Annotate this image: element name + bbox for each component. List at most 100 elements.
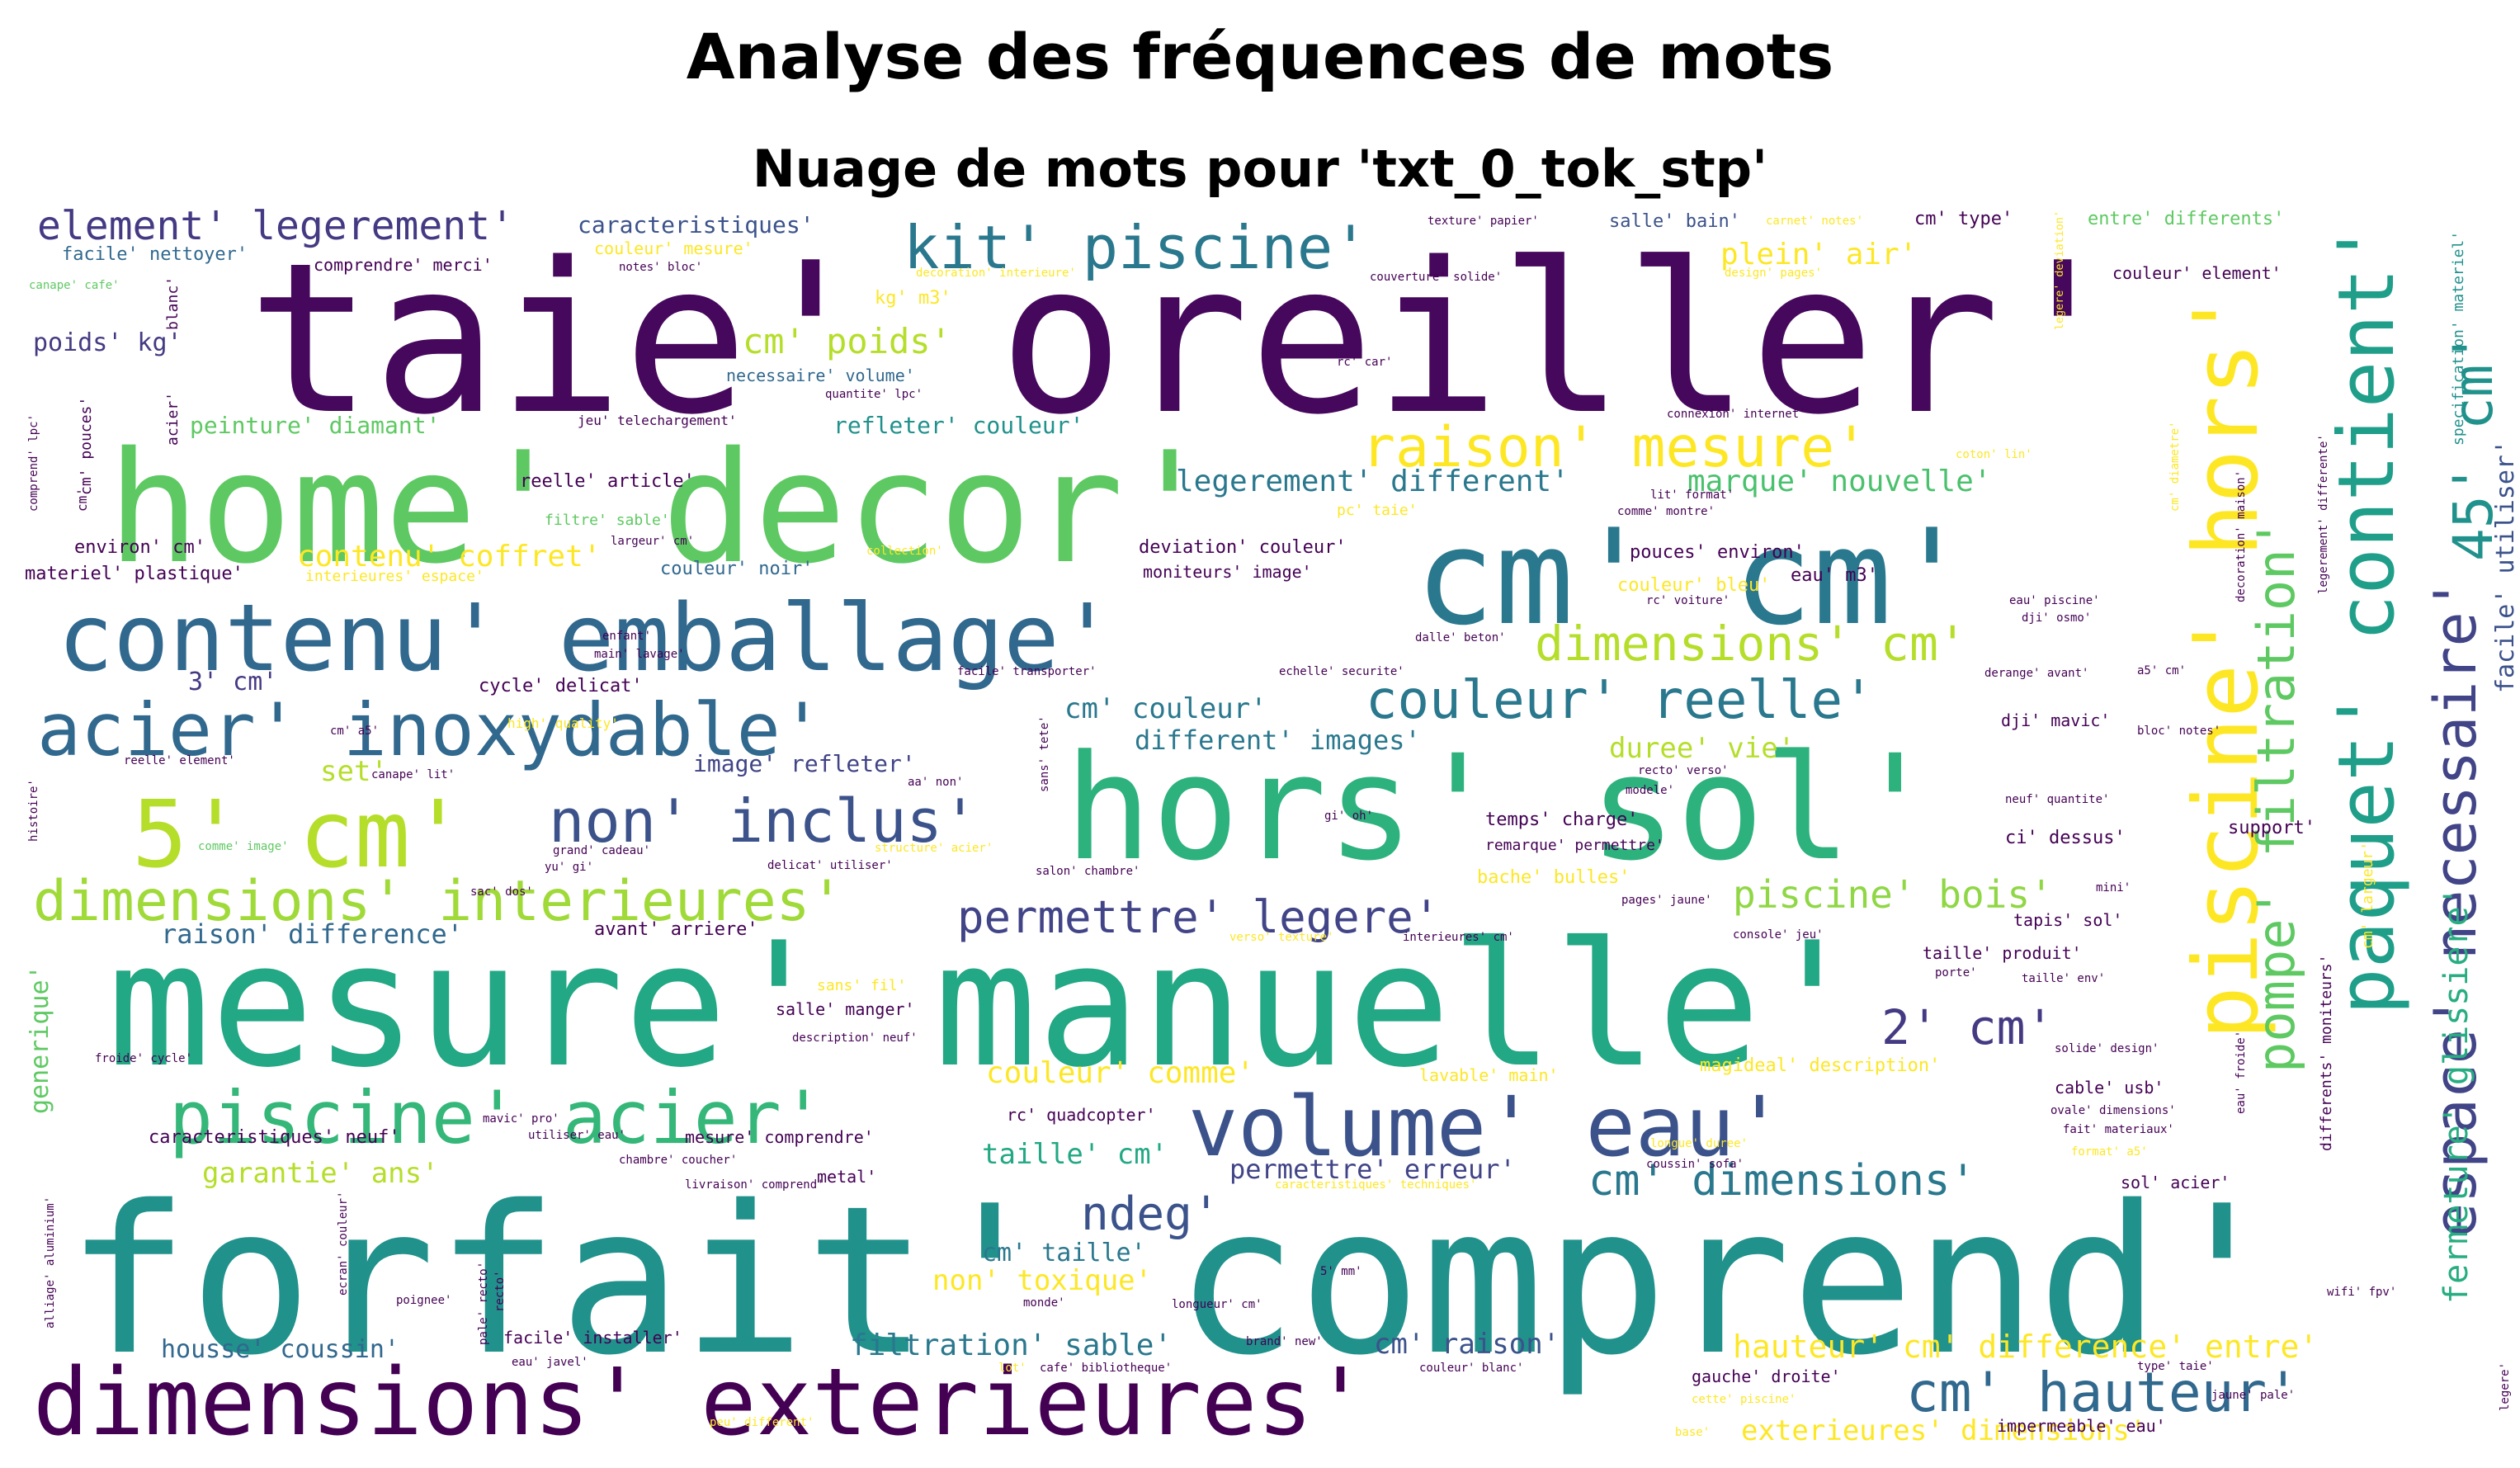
word-cloud-term: contenu' emballage' bbox=[58, 585, 1115, 692]
word-cloud-term: moniteurs' image' bbox=[1143, 562, 1312, 582]
word-cloud-term: dji' mavic' bbox=[2001, 710, 2110, 730]
word-cloud-term: reelle' article' bbox=[520, 471, 695, 492]
word-cloud-term: cm' a5' bbox=[330, 725, 379, 738]
word-cloud-term: aa' non' bbox=[908, 776, 963, 789]
word-cloud-term: taille' cm' bbox=[982, 1138, 1168, 1171]
word-cloud-term: couverture' solide' bbox=[1370, 271, 1502, 284]
word-cloud-term: contenu' coffret' bbox=[297, 540, 601, 574]
word-cloud-term: deviation' couleur' bbox=[1139, 537, 1347, 558]
word-cloud-term: caracteristiques' bbox=[578, 211, 814, 238]
word-cloud-term: home' decor' bbox=[107, 418, 1216, 597]
word-cloud-term: blanc' bbox=[164, 276, 182, 330]
word-cloud-term: raison' mesure' bbox=[1361, 415, 1868, 480]
word-cloud-term: notes' bloc' bbox=[619, 261, 702, 274]
word-cloud-term: cm' type' bbox=[1914, 209, 2013, 229]
word-cloud-term: legerement' differente' bbox=[2317, 434, 2330, 594]
word-cloud-term: interieures' cm' bbox=[1403, 931, 1514, 944]
word-cloud-term: image' refleter' bbox=[693, 750, 916, 777]
word-cloud-term: marque' nouvelle' bbox=[1687, 465, 1991, 498]
word-cloud-term: 5' cm' bbox=[132, 781, 466, 889]
word-cloud-term: facile' transporter' bbox=[957, 665, 1097, 678]
word-cloud-term: verso' texture' bbox=[1229, 931, 1333, 944]
word-cloud-term: cette' piscine' bbox=[1692, 1393, 1796, 1406]
word-cloud-term: facile' utiliser' bbox=[2491, 440, 2520, 693]
word-cloud-term: dimensions' exterieures' bbox=[33, 1349, 1368, 1456]
word-cloud-term: neuf' quantite' bbox=[2005, 793, 2109, 806]
word-cloud-term: kg' m3' bbox=[875, 288, 951, 309]
word-cloud-term: 45' cm' bbox=[2442, 332, 2505, 561]
word-cloud-term: connexion' internet' bbox=[1667, 408, 1806, 421]
word-cloud-term: sans' tete' bbox=[1038, 715, 1051, 792]
word-cloud-term: ci' dessus' bbox=[2005, 828, 2126, 848]
word-cloud-term: 2' cm' bbox=[1881, 999, 2055, 1055]
word-cloud-term: cm' hauteur' bbox=[1906, 1361, 2300, 1424]
word-cloud-term: interieures' espace' bbox=[305, 568, 484, 585]
word-cloud-term: different' images' bbox=[1135, 725, 1421, 756]
word-cloud-term: caracteristiques' neuf' bbox=[149, 1127, 400, 1148]
word-cloud-term: dalle' beton' bbox=[1415, 631, 1506, 644]
word-cloud-term: collection' bbox=[866, 545, 943, 558]
word-cloud-term: element' legerement' bbox=[37, 203, 514, 249]
word-cloud-term: legere' bbox=[2499, 1362, 2512, 1411]
word-cloud-term: echelle' securite' bbox=[1279, 665, 1404, 678]
word-cloud-term: forfait' comprend' bbox=[66, 1163, 2284, 1400]
word-cloud-term: hauteur' cm' difference' entre' bbox=[1733, 1329, 2318, 1365]
word-cloud-term: coton' lin' bbox=[1956, 448, 2032, 461]
word-cloud-term: peu' different' bbox=[710, 1416, 814, 1429]
word-cloud-term: brand' new' bbox=[1246, 1335, 1323, 1348]
word-cloud-term: cm' cm' bbox=[1415, 500, 1971, 654]
word-cloud-term: permettre' erreur' bbox=[1229, 1154, 1516, 1185]
word-cloud-term: impermeable' eau' bbox=[1997, 1416, 2166, 1436]
word-cloud-term: longue' duree' bbox=[1650, 1137, 1748, 1150]
word-cloud-term: comme' image' bbox=[198, 840, 289, 853]
word-cloud-term: rc' car' bbox=[1337, 356, 1392, 369]
word-cloud-term: structure' acier' bbox=[875, 842, 993, 855]
word-cloud-term: legerement' different' bbox=[1176, 465, 1569, 498]
word-cloud-term: couleur' element' bbox=[2112, 263, 2282, 283]
word-cloud-term: decoration' interieure' bbox=[916, 267, 1076, 280]
word-cloud-term: support' bbox=[2228, 818, 2315, 838]
word-cloud-term: enfant' bbox=[602, 630, 651, 643]
word-cloud-term: lavable' main' bbox=[1419, 1065, 1559, 1085]
word-cloud-term: paquet' contient' bbox=[2322, 221, 2412, 1015]
word-cloud-term: eau' m3' bbox=[1791, 565, 1878, 586]
word-cloud-term: generique' bbox=[26, 965, 54, 1114]
word-cloud-term: peinture' diamant' bbox=[190, 412, 440, 439]
word-cloud-term: couleur' reelle' bbox=[1366, 670, 1875, 731]
word-cloud-term: design' pages' bbox=[1725, 267, 1822, 280]
word-cloud-term: bloc' notes' bbox=[2137, 725, 2220, 738]
word-cloud-term: filtre' sable' bbox=[545, 512, 670, 529]
word-cloud-term: modele' bbox=[1626, 784, 1674, 797]
chart-title: Nuage de mots pour 'txt_0_tok_stp' bbox=[752, 139, 1768, 199]
word-cloud-term: pages' jaune' bbox=[1621, 894, 1712, 907]
word-cloud-term: espace' necessaire' bbox=[2422, 577, 2489, 1238]
word-cloud-term: materiel' plastique' bbox=[25, 564, 243, 584]
word-cloud-term: quantite' lpc' bbox=[825, 388, 923, 401]
word-cloud-term: base' bbox=[1675, 1426, 1710, 1439]
word-cloud-term: mesure' manuelle' bbox=[107, 906, 1864, 1106]
word-cloud-term: couleur' bleu' bbox=[1617, 575, 1770, 596]
word-cloud-term: non' toxique' bbox=[932, 1264, 1152, 1297]
word-cloud-term: filtration' sable' bbox=[850, 1329, 1172, 1362]
word-cloud-term: mavic' pro' bbox=[483, 1112, 559, 1126]
word-cloud-term: recto' verso' bbox=[1638, 764, 1729, 777]
word-cloud-term: taille' env' bbox=[2022, 972, 2105, 985]
word-cloud-term: eau' froide' bbox=[2234, 1031, 2248, 1114]
word-cloud-term: sol' acier' bbox=[2121, 1173, 2230, 1192]
word-cloud-term: solide' design' bbox=[2055, 1042, 2159, 1055]
word-cloud-term: longueur' cm' bbox=[1172, 1298, 1262, 1311]
word-cloud-term: mini' bbox=[2096, 881, 2131, 894]
word-cloud-term: salon' chambre' bbox=[1036, 865, 1140, 878]
word-cloud-term: main' lavage' bbox=[594, 648, 685, 661]
word-cloud-term: dji' osmo' bbox=[2022, 611, 2091, 625]
word-cloud-term: cm' diametre' bbox=[2168, 421, 2182, 512]
word-cloud-term: taille' produit' bbox=[1923, 943, 2082, 963]
word-cloud-term: cafe' bibliotheque' bbox=[1040, 1362, 1172, 1375]
word-cloud-term: console' jeu' bbox=[1733, 928, 1824, 942]
word-cloud-term: wifi' fpv' bbox=[2327, 1286, 2396, 1299]
word-cloud-term: a5' cm' bbox=[2137, 664, 2186, 677]
word-cloud-term: description' neuf' bbox=[792, 1031, 918, 1045]
word-cloud-term: remarque' permettre' bbox=[1485, 837, 1664, 854]
word-cloud-term: poids' kg' bbox=[33, 328, 182, 357]
word-cloud-term: carnet' notes' bbox=[1766, 215, 1863, 228]
